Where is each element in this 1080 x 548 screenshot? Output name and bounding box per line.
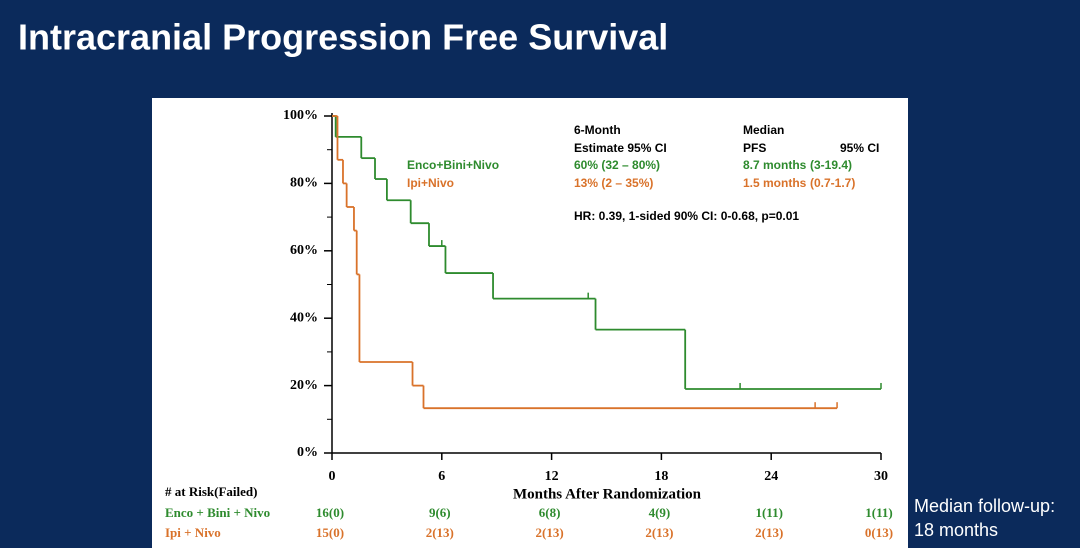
risk-entry: 16(0) <box>316 505 344 520</box>
x-axis-label: Months After Randomization <box>513 486 702 502</box>
summary-cell: (0.7-1.7) <box>810 176 855 190</box>
y-tick-label: 80% <box>290 176 318 191</box>
chart-title: Intracranial Progression Free Survival <box>18 17 668 58</box>
risk-row-label: Enco + Bini + Nivo <box>165 505 270 520</box>
risk-entry: 6(8) <box>539 505 561 520</box>
x-tick-label: 0 <box>329 469 336 484</box>
y-tick-label: 40% <box>290 310 318 325</box>
x-tick-label: 30 <box>874 469 888 484</box>
risk-entry: 2(13) <box>755 525 783 540</box>
summary-cell: (3-19.4) <box>810 158 852 172</box>
summary-cell: 1.5 months <box>743 176 807 190</box>
risk-entry: 2(13) <box>536 525 564 540</box>
risk-entry: 2(13) <box>645 525 673 540</box>
note: 18 months <box>914 520 998 540</box>
summary-cell: 13% (2 – 35%) <box>574 176 653 190</box>
x-tick-label: 18 <box>654 469 668 484</box>
summary-header: Estimate 95% CI <box>574 141 667 155</box>
y-tick-label: 60% <box>290 243 318 258</box>
risk-entry: 0(13) <box>865 525 893 540</box>
summary-header: PFS <box>743 141 766 155</box>
x-tick-label: 12 <box>545 469 559 484</box>
risk-entry: 1(11) <box>865 505 892 520</box>
note: Median follow-up: <box>914 496 1055 516</box>
risk-table-title: # at Risk(Failed) <box>165 484 257 499</box>
risk-entry: 15(0) <box>316 525 344 540</box>
chart-panel <box>152 98 908 548</box>
summary-cell: 8.7 months <box>743 158 807 172</box>
risk-row-label: Ipi + Nivo <box>165 525 221 540</box>
risk-entry: 1(11) <box>755 505 782 520</box>
y-tick-label: 20% <box>290 378 318 393</box>
legend-label: Enco+Bini+Nivo <box>407 158 499 172</box>
risk-entry: 2(13) <box>426 525 454 540</box>
hazard-ratio: HR: 0.39, 1-sided 90% CI: 0-0.68, p=0.01 <box>574 209 799 223</box>
x-tick-label: 24 <box>764 469 778 484</box>
risk-entry: 9(6) <box>429 505 451 520</box>
legend-label: Ipi+Nivo <box>407 176 454 190</box>
summary-header: Median <box>743 123 784 137</box>
risk-entry: 4(9) <box>649 505 671 520</box>
y-tick-label: 100% <box>283 108 318 123</box>
summary-header: 95% CI <box>840 141 879 155</box>
x-tick-label: 6 <box>438 469 445 484</box>
summary-cell: 60% (32 – 80%) <box>574 158 660 172</box>
y-tick-label: 0% <box>297 445 318 460</box>
summary-header: 6-Month <box>574 123 621 137</box>
